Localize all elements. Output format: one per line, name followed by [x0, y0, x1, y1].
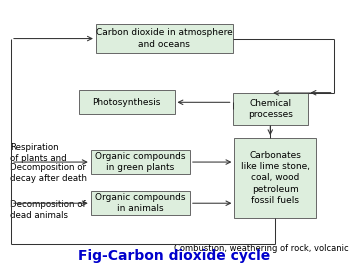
- Bar: [96, 24, 233, 53]
- Text: Fig-Carbon dioxide cycle: Fig-Carbon dioxide cycle: [79, 249, 270, 263]
- Text: Organic compounds
in green plants: Organic compounds in green plants: [95, 152, 186, 172]
- Text: Carbon dioxide in atmosphere
and oceans: Carbon dioxide in atmosphere and oceans: [96, 28, 233, 49]
- Bar: [233, 93, 308, 125]
- Text: Carbonates
like lime stone,
coal, wood
petroleum
fossil fuels: Carbonates like lime stone, coal, wood p…: [241, 151, 310, 205]
- Text: Combustion, weathering of rock, volcanic activity: Combustion, weathering of rock, volcanic…: [174, 244, 349, 253]
- Text: Organic compounds
in animals: Organic compounds in animals: [95, 193, 186, 214]
- Bar: [91, 150, 190, 174]
- Text: Respiration
of plants and: Respiration of plants and: [10, 143, 67, 163]
- Text: Decomposition of
dead animals: Decomposition of dead animals: [10, 200, 86, 220]
- Bar: [235, 138, 317, 218]
- Text: Photosynthesis: Photosynthesis: [92, 98, 161, 107]
- Text: Decomposition or
decay after death: Decomposition or decay after death: [10, 163, 87, 183]
- Bar: [79, 90, 174, 114]
- Bar: [91, 191, 190, 215]
- Text: Chemical
processes: Chemical processes: [248, 99, 293, 119]
